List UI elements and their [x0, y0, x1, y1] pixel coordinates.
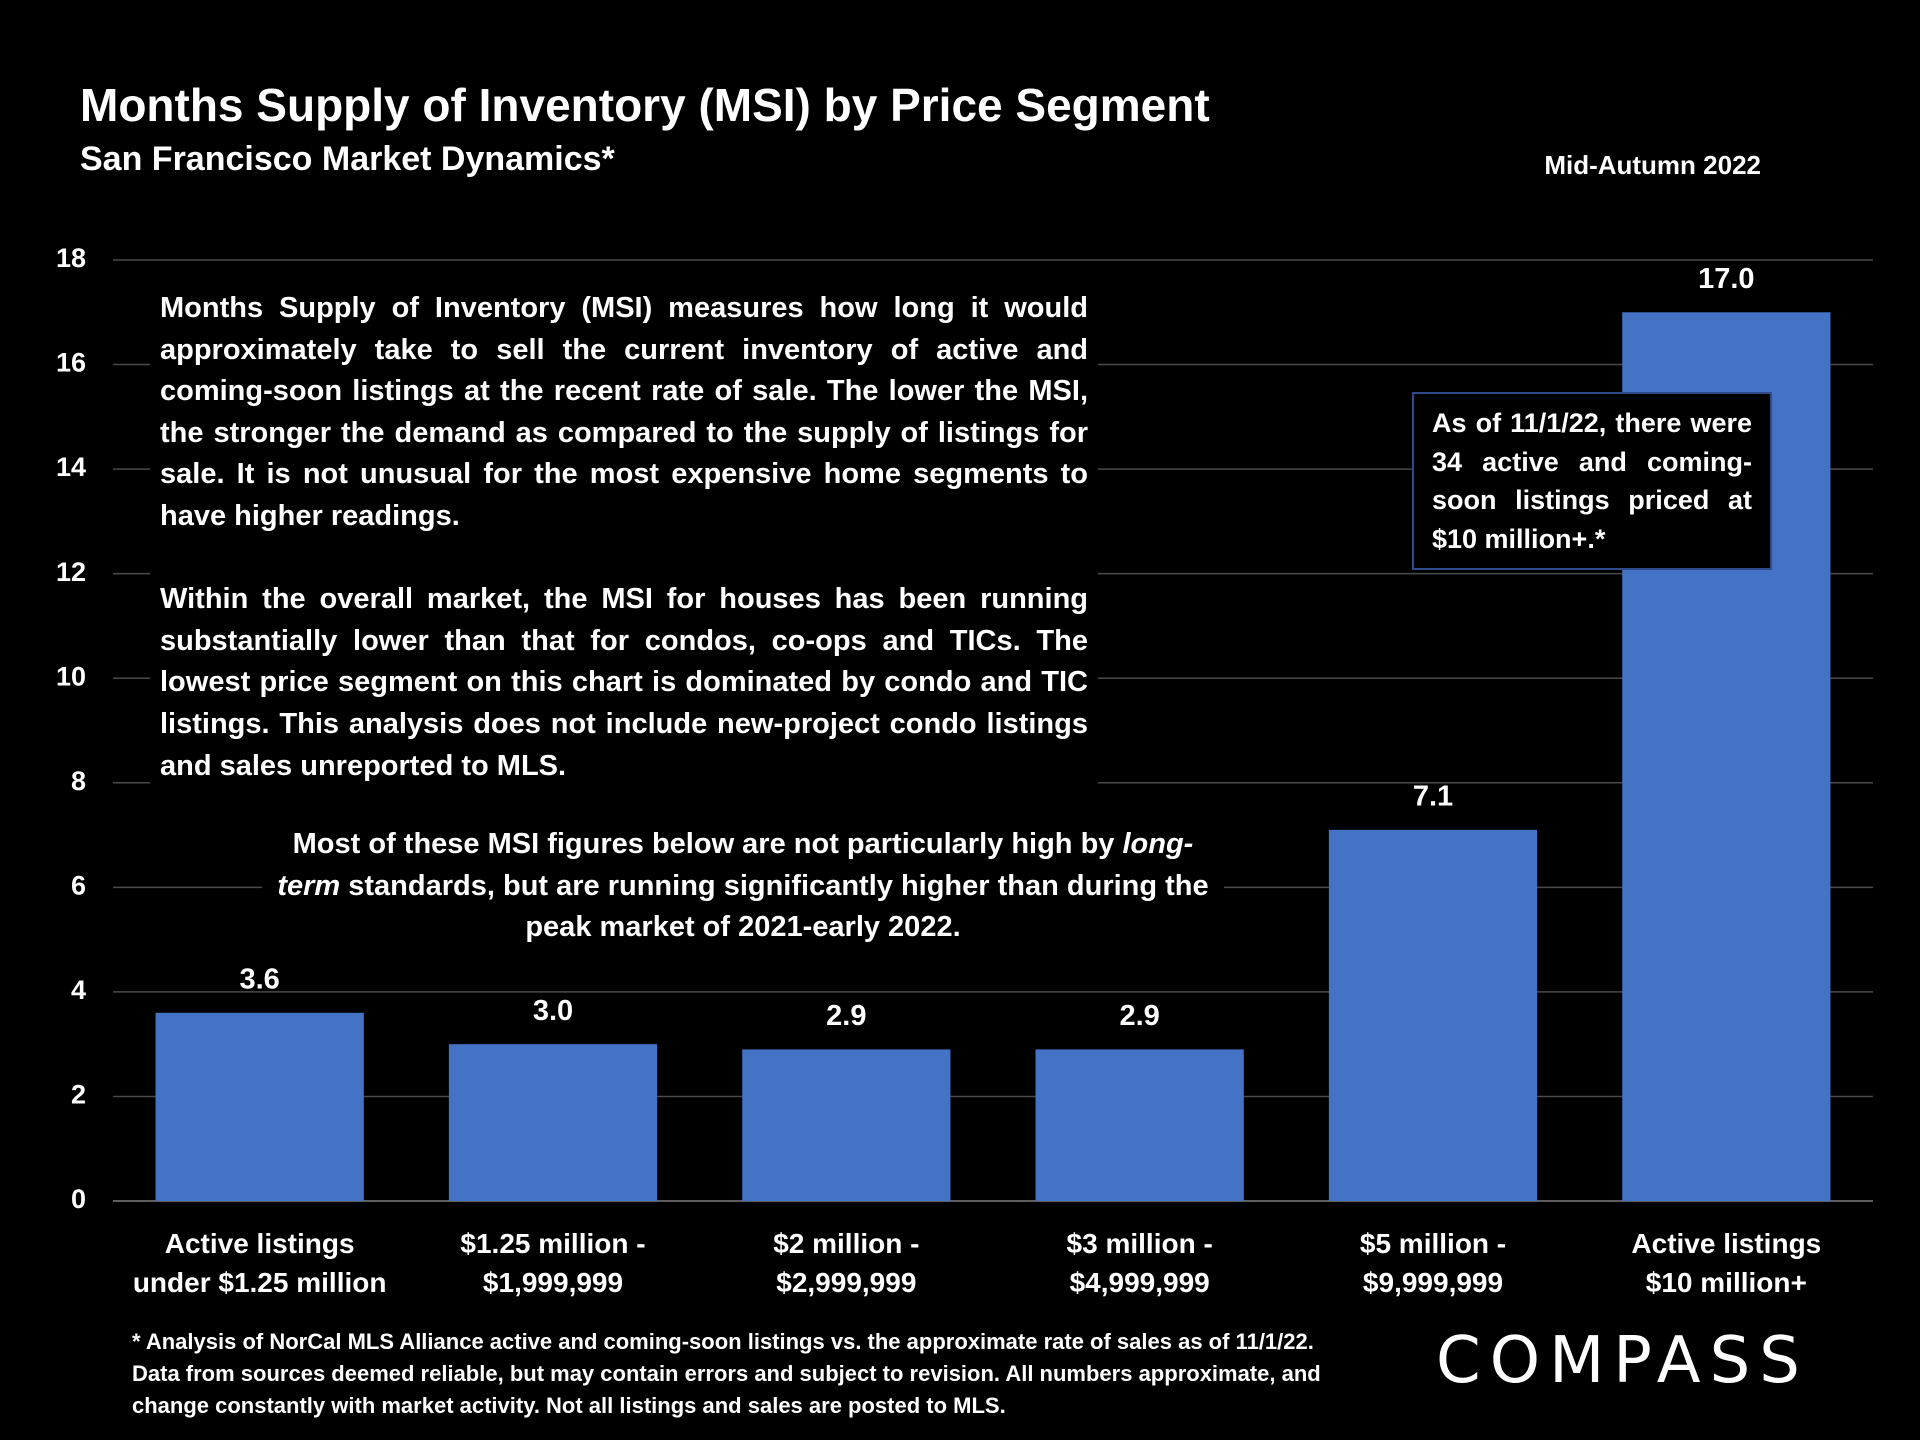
bar: [1035, 1049, 1244, 1201]
x-tick-label: $3 million - $4,999,999: [1066, 1228, 1213, 1298]
value-label: 7.1: [1413, 780, 1453, 812]
note-emphasis: long-term: [277, 828, 1194, 902]
y-tick-label: 8: [71, 766, 86, 796]
y-tick-label: 16: [56, 348, 86, 378]
callout: As of 11/1/22, there were 34 active and …: [1412, 392, 1772, 570]
bar: [1328, 829, 1538, 1201]
y-tick-label: 12: [56, 557, 86, 587]
y-tick-label: 14: [56, 452, 86, 482]
y-tick-label: 10: [56, 661, 86, 691]
brand-logo: COMPASS: [1436, 1324, 1809, 1398]
description-paragraph: Months Supply of Inventory (MSI) measure…: [160, 292, 1088, 532]
x-tick-label: $2 million - $2,999,999: [773, 1228, 920, 1298]
value-label: 3.6: [240, 963, 280, 995]
y-tick-label: 4: [71, 975, 86, 1005]
bar: [742, 1049, 951, 1201]
chart-title: Months Supply of Inventory (MSI) by Pric…: [80, 79, 1210, 131]
x-tick-label: $1.25 million - $1,999,999: [460, 1228, 646, 1298]
value-label: 17.0: [1698, 263, 1754, 295]
y-tick-label: 0: [71, 1184, 86, 1214]
note-text: standards, but are running significantly…: [340, 869, 1209, 944]
footnote: * Analysis of NorCal MLS Alliance active…: [132, 1329, 1321, 1418]
y-tick-label: 18: [56, 243, 86, 273]
x-tick-label: $5 million - $9,999,999: [1359, 1228, 1507, 1298]
chart-subtitle: San Francisco Market Dynamics*: [80, 140, 615, 178]
period-label: Mid-Autumn 2022: [1544, 150, 1761, 180]
bar: [155, 1012, 364, 1201]
bar: [448, 1044, 658, 1201]
y-tick-label: 2: [71, 1080, 86, 1110]
note: Most of these MSI figures below are not …: [262, 824, 1224, 949]
value-label: 2.9: [826, 1000, 866, 1032]
description-paragraph: Within the overall market, the MSI for h…: [160, 583, 1088, 782]
x-tick-label: Active listings under $1.25 million: [132, 1228, 387, 1298]
value-label: 3.0: [533, 995, 573, 1027]
value-label: 2.9: [1120, 1000, 1160, 1032]
note-text: Most of these MSI figures below are not …: [292, 828, 1123, 860]
y-tick-label: 6: [71, 870, 86, 900]
x-tick-label: Active listings $10 million+: [1631, 1228, 1822, 1298]
description: Months Supply of Inventory (MSI) measure…: [150, 288, 1098, 792]
